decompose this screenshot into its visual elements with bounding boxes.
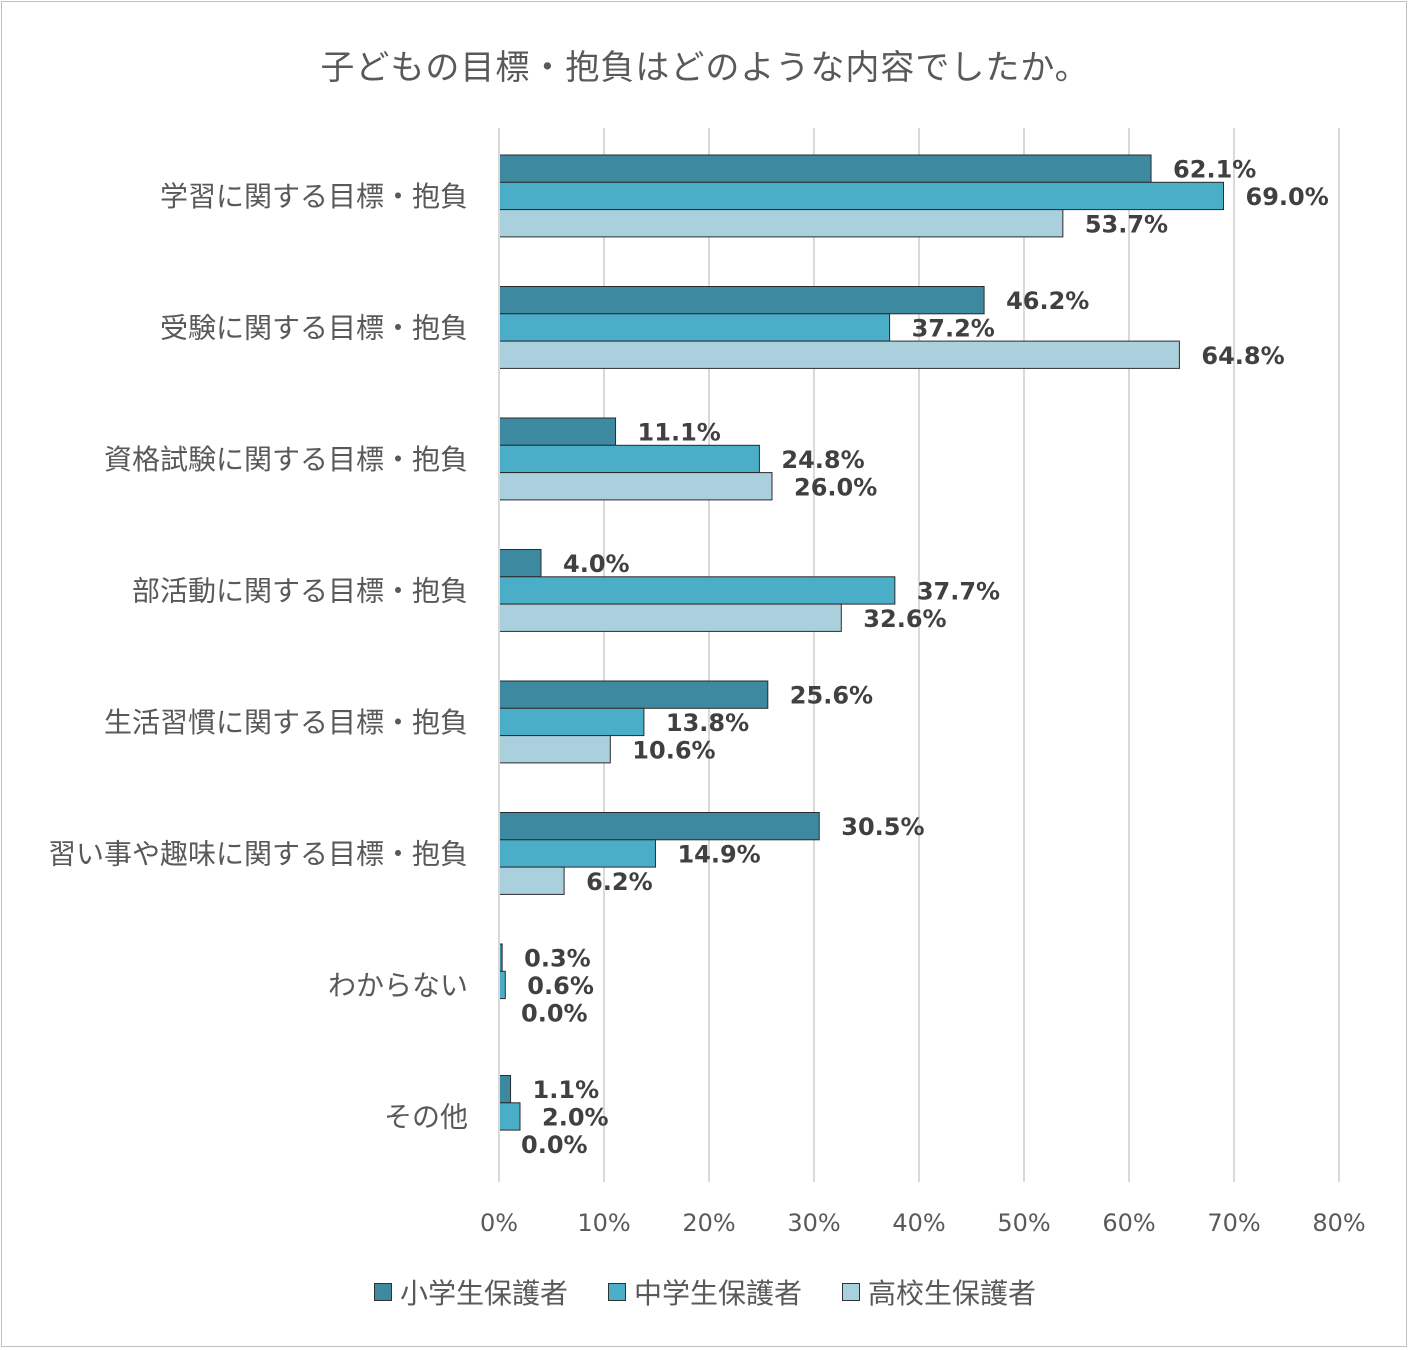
bar-2-0: [498, 417, 617, 446]
legend-label-series-1: 小学生保護者: [399, 1277, 568, 1310]
x-tick-label-8: 80%: [1312, 1209, 1365, 1237]
legend-item-series-2: 中学生保護者: [607, 1272, 802, 1312]
bar-3-1: [498, 576, 896, 605]
category-label-3: 部活動に関する目標・抱負: [132, 574, 468, 607]
chart-title: 子どもの目標・抱負はどのような内容でしたか。: [320, 48, 1090, 88]
x-tick-label-6: 60%: [1102, 1209, 1155, 1237]
bar-1-0: [498, 286, 985, 315]
bar-0-1: [498, 181, 1224, 211]
data-label-7-2: 0.0%: [521, 1131, 588, 1159]
bar-5-0: [498, 812, 820, 841]
data-label-0-1: 69.0%: [1246, 183, 1329, 211]
category-label-0: 学習に関する目標・抱負: [160, 180, 468, 213]
bar-1-1: [498, 313, 891, 342]
data-label-4-0: 25.6%: [790, 682, 873, 710]
data-label-2-2: 26.0%: [794, 473, 877, 501]
data-label-5-1: 14.9%: [677, 840, 760, 868]
data-label-2-0: 11.1%: [638, 419, 721, 447]
data-label-7-0: 1.1%: [533, 1076, 600, 1104]
bar-7-0: [498, 1075, 512, 1104]
x-tick-label-7: 70%: [1207, 1209, 1260, 1237]
legend: 小学生保護者 中学生保護者 高校生保護者: [0, 1272, 1410, 1312]
category-label-5: 習い事や趣味に関する目標・抱負: [48, 837, 468, 870]
legend-swatch-series-2: [607, 1283, 626, 1301]
bar-4-0: [498, 680, 769, 709]
data-label-7-1: 2.0%: [542, 1103, 609, 1131]
bar-5-2: [498, 866, 565, 895]
data-label-4-1: 13.8%: [666, 709, 749, 737]
data-label-6-2: 0.0%: [521, 999, 588, 1027]
legend-label-series-3: 高校生保護者: [868, 1277, 1037, 1310]
bar-2-1: [498, 444, 760, 474]
x-tick-label-2: 20%: [682, 1209, 735, 1237]
x-tick-label-1: 10%: [577, 1209, 630, 1237]
data-label-1-1: 37.2%: [912, 314, 995, 342]
legend-item-series-1: 小学生保護者: [373, 1272, 568, 1312]
bar-3-2: [498, 603, 842, 632]
legend-item-series-3: 高校生保護者: [842, 1272, 1036, 1312]
x-tick-label-4: 40%: [892, 1209, 945, 1237]
category-label-6: わからない: [328, 969, 468, 1002]
category-label-2: 資格試験に関する目標・抱負: [104, 443, 468, 476]
bar-0-2: [498, 209, 1064, 238]
data-label-3-1: 37.7%: [917, 577, 1000, 605]
x-tick-label-5: 50%: [997, 1209, 1050, 1237]
legend-swatch-series-3: [842, 1283, 860, 1301]
bar-4-2: [498, 735, 611, 764]
legend-label-series-2: 中学生保護者: [633, 1277, 802, 1310]
data-label-4-2: 10.6%: [632, 736, 715, 764]
legend-swatch-series-1: [373, 1283, 392, 1301]
data-label-3-0: 4.0%: [563, 550, 630, 578]
bar-5-1: [498, 839, 656, 868]
category-label-7: その他: [384, 1100, 468, 1133]
bar-4-1: [498, 707, 645, 737]
data-label-5-2: 6.2%: [586, 868, 653, 896]
x-tick-label-0: 0%: [480, 1209, 518, 1237]
data-label-3-2: 32.6%: [863, 605, 946, 633]
bar-7-1: [498, 1102, 521, 1131]
x-tick-label-3: 30%: [787, 1209, 840, 1237]
data-label-6-1: 0.6%: [527, 972, 594, 1000]
data-label-0-0: 62.1%: [1173, 156, 1256, 184]
category-label-4: 生活習慣に関する目標・抱負: [104, 706, 468, 739]
data-label-5-0: 30.5%: [841, 813, 924, 841]
data-label-2-1: 24.8%: [781, 446, 864, 474]
data-label-6-0: 0.3%: [524, 945, 591, 973]
data-label-0-2: 53.7%: [1085, 210, 1168, 238]
category-label-1: 受験に関する目標・抱負: [160, 311, 468, 344]
data-label-1-2: 64.8%: [1201, 342, 1284, 370]
bar-1-2: [498, 340, 1180, 369]
bar-3-0: [498, 549, 542, 578]
bar-0-0: [498, 154, 1152, 183]
data-label-1-0: 46.2%: [1006, 287, 1089, 315]
bar-2-2: [498, 472, 773, 501]
